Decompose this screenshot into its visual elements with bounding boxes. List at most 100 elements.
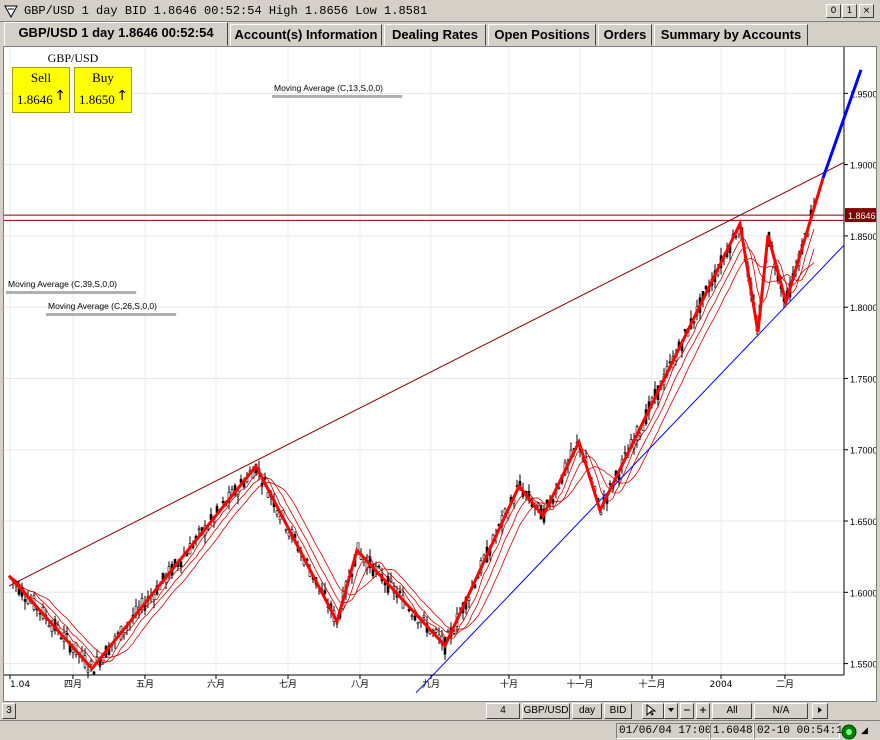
scroll-right-button[interactable]: 4	[486, 703, 520, 719]
candlestick	[410, 615, 414, 617]
tab-chart[interactable]: GBP/USD 1 day 1.8646 00:52:54	[4, 22, 228, 46]
x-tick-label: 二月	[776, 679, 794, 690]
connection-status-icon	[841, 724, 857, 740]
indicator-label: Moving Average (C,39,S,0,0)	[8, 279, 117, 289]
x-tick-label: 五月	[136, 679, 154, 690]
x-tick-label: 十二月	[638, 678, 665, 690]
tab-open-positions[interactable]: Open Positions	[488, 24, 596, 46]
current-price-tag	[845, 208, 876, 223]
cursor-price: 1.6048	[710, 723, 754, 739]
zoom-in-button[interactable]	[696, 703, 710, 719]
tab-account-information[interactable]: Account(s) Information	[230, 24, 382, 46]
y-tick-label: 1.8500	[850, 232, 876, 242]
buy-up-arrow-icon: ↑	[116, 88, 128, 104]
candlestick	[197, 528, 201, 531]
candlestick	[704, 286, 708, 290]
candlestick	[413, 615, 417, 621]
candlestick	[416, 621, 420, 625]
quote-panel: GBP/USD Sell 1.8646 ↑ Buy 1.8650 ↑	[12, 51, 134, 113]
indicator-label-shadow	[6, 291, 137, 294]
sell-label: Sell	[30, 70, 52, 85]
zigzag-line	[7, 177, 825, 671]
tab-bar: GBP/USD 1 day 1.8646 00:52:54 Account(s)…	[0, 22, 880, 46]
x-tick-label: 2004	[710, 680, 733, 690]
x-tick-label: 1.04	[10, 680, 30, 690]
projection-line	[821, 69, 863, 179]
resize-grip-icon[interactable]: ◢	[861, 726, 868, 736]
maximize-button[interactable]: 1	[842, 4, 857, 18]
quote-symbol: GBP/USD	[47, 51, 99, 65]
candlestick	[275, 510, 279, 516]
indicator-label-shadow	[46, 313, 177, 316]
minus-icon	[684, 709, 690, 711]
arrow-right-icon	[818, 707, 822, 713]
candlestick	[266, 492, 270, 498]
range-all-button[interactable]: All	[712, 703, 752, 719]
range-na-button[interactable]: N/A	[754, 703, 808, 719]
y-tick-label: 1.5500	[850, 660, 876, 670]
chart-toolbar: 3 4 GBP/USD day BID All N/A	[0, 702, 880, 720]
x-tick-label: 六月	[207, 678, 225, 690]
candlestick	[323, 590, 327, 594]
y-tick-label: 1.8000	[850, 303, 876, 313]
candlestick	[422, 614, 426, 618]
y-tick-label: 1.9000	[850, 161, 876, 171]
candlestick	[179, 561, 183, 568]
server-clock: 02-10 00:54:18	[754, 723, 849, 739]
cursor-time: 01/06/04 17:00	[616, 723, 711, 739]
candlestick	[59, 637, 63, 640]
candlestick	[623, 452, 627, 454]
zoom-out-button[interactable]	[680, 703, 694, 719]
plus-icon	[700, 707, 706, 713]
price-chart[interactable]: 1.5500 1.6000 1.6500 1.7000 1.7500 1.8000 1.85…	[3, 46, 877, 702]
tab-orders[interactable]: Orders	[598, 24, 652, 46]
moving-average-line-1	[9, 228, 815, 667]
candlestick	[545, 499, 549, 504]
x-tick-label: 十一月	[566, 678, 593, 690]
sell-price: 1.8646	[17, 92, 53, 107]
cursor-tool-icon[interactable]	[642, 703, 664, 719]
x-tick-label: 七月	[279, 679, 297, 690]
restore-button[interactable]: 0	[826, 4, 841, 18]
buy-box[interactable]: Buy 1.8650 ↑	[74, 67, 132, 113]
sell-up-arrow-icon: ↑	[54, 88, 66, 104]
candlestick	[452, 630, 456, 634]
candlestick	[86, 669, 90, 673]
close-button[interactable]: ×	[859, 4, 874, 18]
candlestick	[638, 432, 642, 437]
indicator-label-shadow	[272, 95, 403, 98]
period-button[interactable]: day	[572, 703, 602, 719]
upper-trendline	[8, 162, 845, 587]
y-tick-label: 1.6500	[850, 517, 876, 527]
symbol-button[interactable]: GBP/USD	[522, 703, 570, 719]
candlestick	[47, 625, 51, 628]
candlestick	[446, 630, 450, 633]
app-logo-icon	[4, 5, 18, 18]
moving-average-line-2	[9, 247, 815, 662]
candlestick	[434, 629, 438, 633]
x-tick-label: 四月	[64, 679, 82, 690]
scroll-end-button[interactable]	[812, 703, 828, 719]
scroll-left-button[interactable]: 3	[2, 703, 16, 719]
price-type-button[interactable]: BID	[604, 703, 632, 719]
x-tick-label: 八月	[351, 679, 369, 690]
chevron-down-icon	[668, 708, 674, 712]
indicator-label: Moving Average (C,26,S,0,0)	[48, 301, 157, 311]
lower-trendline	[415, 244, 845, 694]
candlestick	[683, 329, 687, 332]
candlestick	[608, 483, 612, 485]
window-title: GBP/USD 1 day BID 1.8646 00:52:54 High 1…	[24, 4, 428, 18]
candlestick	[221, 500, 225, 504]
dropdown-arrow-icon[interactable]	[664, 703, 678, 719]
candlestick	[398, 590, 402, 594]
y-tick-label: 1.6000	[850, 588, 876, 598]
title-bar: GBP/USD 1 day BID 1.8646 00:52:54 High 1…	[0, 0, 880, 22]
sell-box[interactable]: Sell 1.8646 ↑	[12, 67, 70, 113]
candlestick	[278, 516, 282, 521]
candlestick	[89, 660, 93, 666]
tab-dealing-rates[interactable]: Dealing Rates	[384, 24, 486, 46]
tab-summary-by-accounts[interactable]: Summary by Accounts	[654, 24, 808, 46]
cursor-icon	[646, 704, 657, 717]
chart-canvas[interactable]: 1.5500 1.6000 1.6500 1.7000 1.7500 1.8000 1.85…	[4, 47, 876, 701]
